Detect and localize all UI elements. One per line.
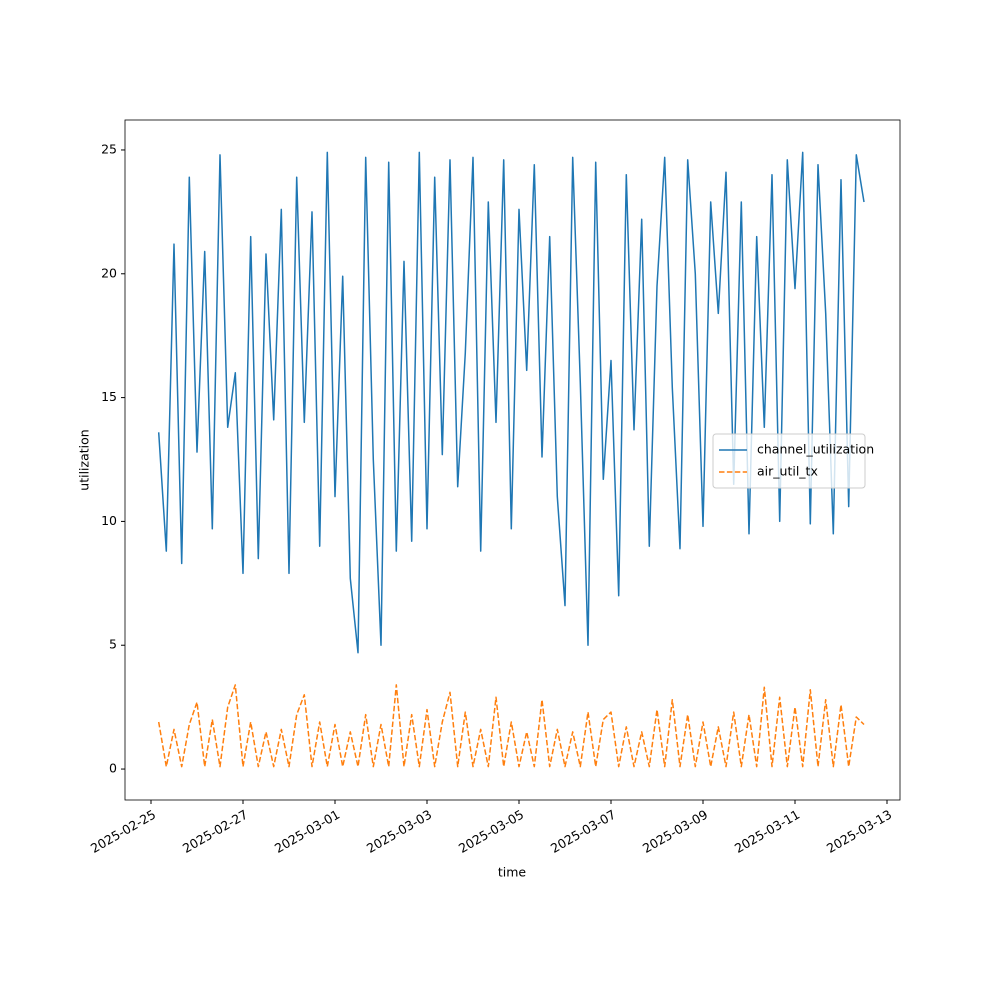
x-tick-label: 2025-03-01 bbox=[272, 807, 342, 856]
x-tick-label: 2025-02-25 bbox=[88, 807, 158, 856]
y-axis-label: utilization bbox=[77, 429, 92, 490]
x-tick-label: 2025-03-05 bbox=[456, 807, 526, 856]
x-axis-label: time bbox=[498, 865, 527, 880]
x-tick-label: 2025-03-13 bbox=[824, 807, 894, 856]
y-tick-label: 10 bbox=[101, 513, 117, 528]
legend-box bbox=[712, 433, 866, 489]
y-tick-label: 20 bbox=[101, 265, 117, 280]
line-series bbox=[157, 684, 865, 768]
x-tick-label: 2025-03-11 bbox=[732, 807, 802, 856]
legend-label: channel_utilization bbox=[757, 442, 874, 457]
y-tick-label: 15 bbox=[101, 389, 117, 404]
y-tick-label: 25 bbox=[101, 141, 117, 156]
y-tick-label: 5 bbox=[109, 637, 117, 652]
x-tick-label: 2025-03-07 bbox=[548, 807, 618, 856]
y-tick-label: 0 bbox=[109, 761, 117, 776]
legend-label: air_util_tx bbox=[757, 464, 818, 479]
x-tick-label: 2025-03-09 bbox=[640, 807, 710, 856]
line-series bbox=[157, 151, 865, 654]
plot-frame bbox=[124, 119, 901, 801]
x-tick-label: 2025-03-03 bbox=[364, 807, 434, 856]
x-tick-label: 2025-02-27 bbox=[180, 807, 250, 856]
